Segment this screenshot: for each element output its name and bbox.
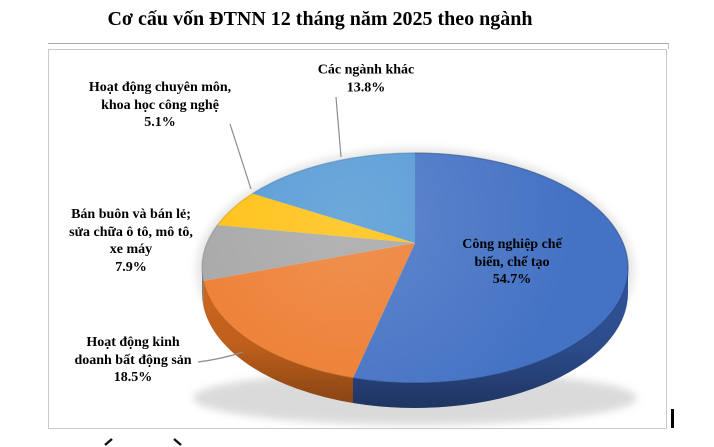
pie-top-faces [201, 152, 629, 384]
cutoff-caption-artifact [104, 438, 182, 446]
pie-label-cac-nganh-khac: Các ngành khác 13.8% [317, 62, 415, 96]
text-cursor-artifact [671, 409, 674, 428]
pie-label-kinh-doanh-bat-dong-san: Hoạt động kinh doanh bất động sản 18.5% [74, 334, 192, 385]
leader-line-cac-nganh-khac [335, 96, 342, 158]
pie-label-ban-buon-ban-le: Bán buôn và bán lẻ; sửa chữa ô tô, mô tô,… [69, 207, 193, 275]
pie-label-chuyen-mon-khcn: Hoạt động chuyên môn, khoa học công nghệ 5… [88, 79, 232, 130]
horizontal-rule [48, 43, 669, 44]
pie-side-shade-kinh-doanh-bat-dong-san [203, 281, 353, 403]
pie-sheen [202, 153, 628, 383]
pie-label-cong-nghiep-che-bien-che-tao: Công nghiệp chế biến, chế tạo 54.7% [462, 236, 562, 287]
chart-title: Cơ cấu vốn ĐTNN 12 tháng năm 2025 theo n… [107, 8, 533, 30]
pie-side-shade-cong-nghiep-che-bien-che-tao [353, 268, 628, 408]
leader-line-chuyen-mon [229, 123, 252, 190]
leader-line-bat-dong-san [197, 351, 244, 363]
leader-lines [197, 96, 342, 363]
horizontal-rule-end [668, 43, 669, 49]
